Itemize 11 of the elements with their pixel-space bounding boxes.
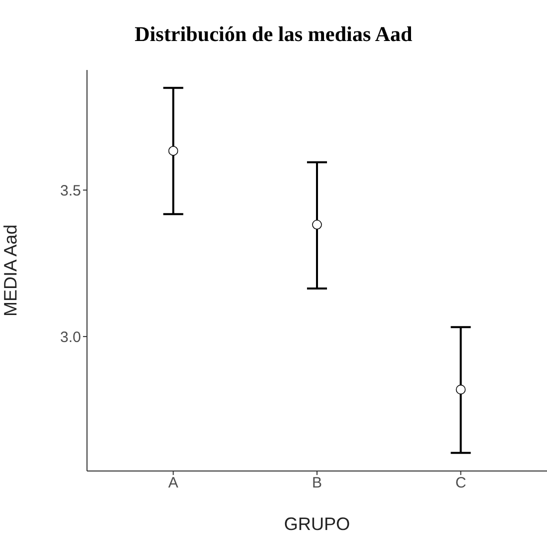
- y-tick-label: 3.5: [60, 182, 81, 200]
- point: [168, 146, 178, 156]
- y-axis-title: MEDIA Aad: [0, 224, 20, 317]
- point: [312, 220, 322, 230]
- chart-title: Distribución de las medias Aad: [134, 22, 414, 47]
- point: [456, 384, 466, 394]
- x-tick-label: B: [312, 474, 322, 492]
- y-tick-label: 3.0: [60, 328, 81, 346]
- x-tick-label: C: [455, 474, 466, 492]
- x-tick-label: A: [168, 474, 178, 492]
- x-axis-title: GRUPO: [284, 514, 350, 534]
